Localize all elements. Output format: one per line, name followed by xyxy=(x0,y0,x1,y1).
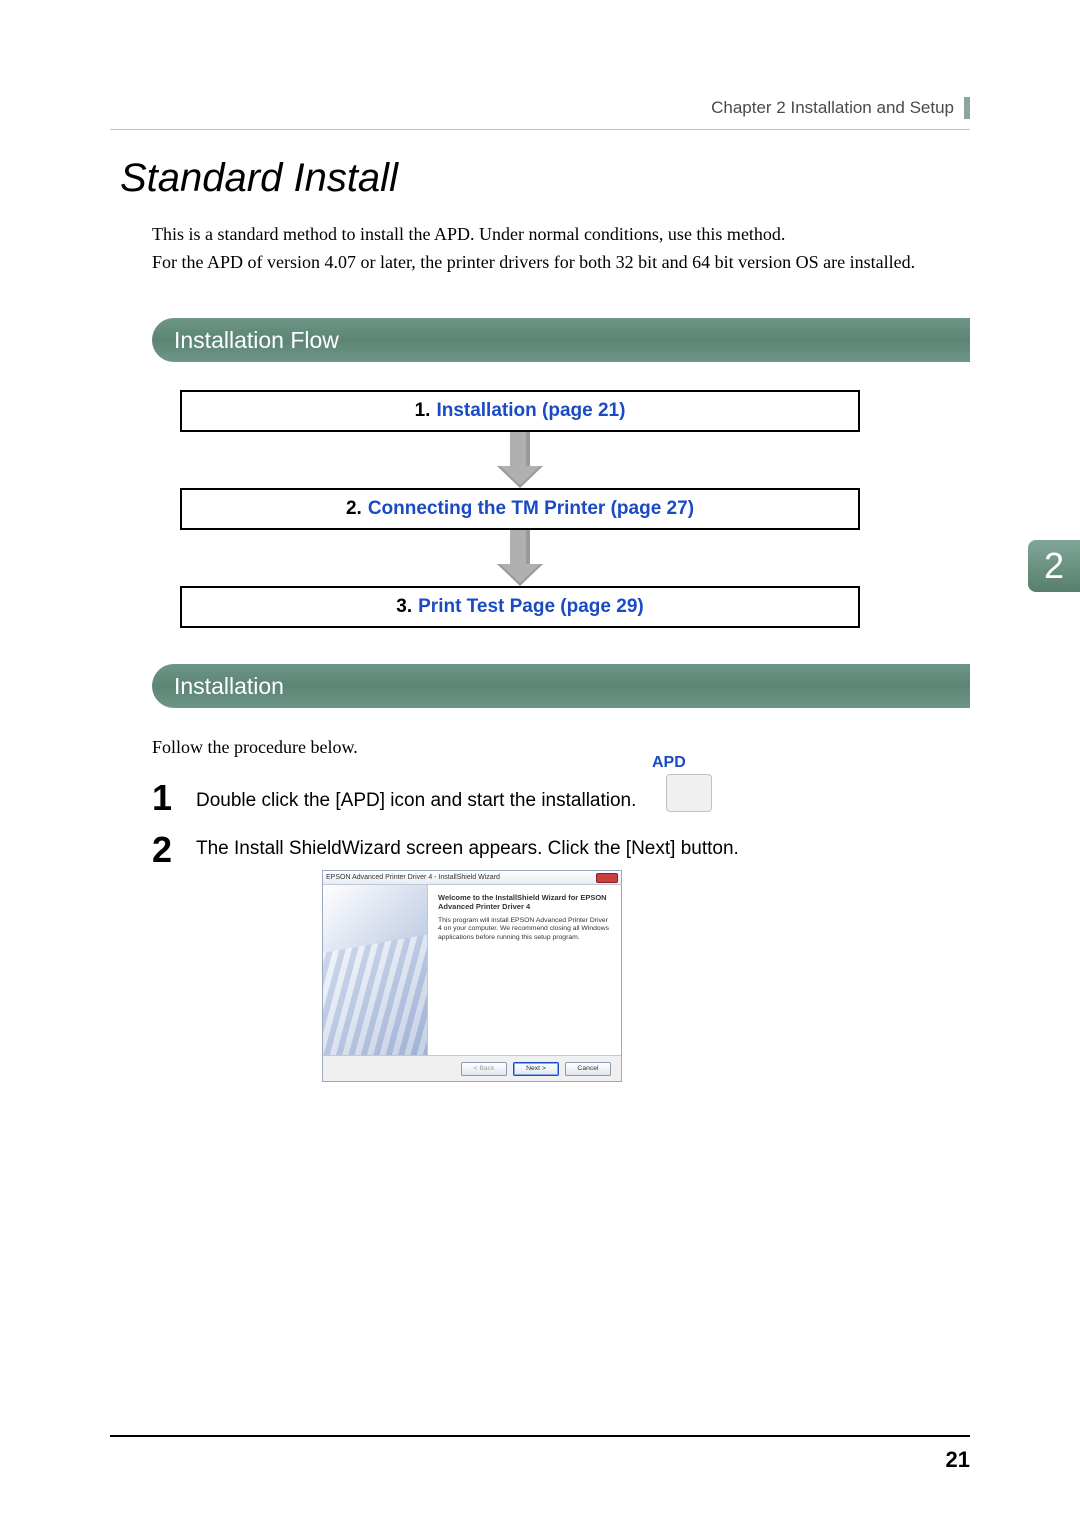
dialog-footer: < Back Next > Cancel xyxy=(323,1055,621,1081)
printer-icon xyxy=(666,774,712,812)
dialog-welcome-text: This program will install EPSON Advanced… xyxy=(438,917,611,942)
chapter-tab: 2 xyxy=(1028,540,1080,592)
next-button[interactable]: Next > xyxy=(513,1062,559,1076)
chapter-label: Chapter 2 Installation and Setup xyxy=(711,98,954,118)
flow-step-1[interactable]: 1. Installation (page 21) xyxy=(180,390,860,432)
intro-paragraph: This is a standard method to install the… xyxy=(152,220,970,276)
flow-step-1-num: 1. xyxy=(415,400,431,422)
close-icon[interactable] xyxy=(596,873,618,883)
section-heading-2-text: Installation xyxy=(174,673,284,700)
apd-icon-label: APD xyxy=(652,754,686,772)
header-accent-bar xyxy=(964,97,970,119)
flow-step-2-num: 2. xyxy=(346,498,362,520)
flow-step-3-link[interactable]: Print Test Page (page 29) xyxy=(418,596,644,618)
procedure-step-2: 2 The Install ShieldWizard screen appear… xyxy=(152,832,970,868)
intro-line-2: For the APD of version 4.07 or later, th… xyxy=(152,248,970,276)
flow-step-3-num: 3. xyxy=(396,596,412,618)
dialog-content: Welcome to the InstallShield Wizard for … xyxy=(428,885,621,1055)
page-header: Chapter 2 Installation and Setup xyxy=(711,97,970,119)
page-number: 21 xyxy=(946,1447,970,1473)
intro-line-1: This is a standard method to install the… xyxy=(152,220,970,248)
step-1-number: 1 xyxy=(152,780,182,816)
dialog-title-text: EPSON Advanced Printer Driver 4 - Instal… xyxy=(326,874,500,881)
step-2-number: 2 xyxy=(152,832,182,868)
dialog-banner-image xyxy=(323,885,428,1055)
chapter-tab-number: 2 xyxy=(1044,545,1064,587)
section-heading-1-text: Installation Flow xyxy=(174,327,339,354)
step-2-text: The Install ShieldWizard screen appears.… xyxy=(196,832,739,860)
back-button: < Back xyxy=(461,1062,507,1076)
document-page: Chapter 2 Installation and Setup Standar… xyxy=(0,0,1080,1527)
dialog-body: Welcome to the InstallShield Wizard for … xyxy=(323,885,621,1055)
step-1-text: Double click the [APD] icon and start th… xyxy=(196,784,636,812)
page-title: Standard Install xyxy=(120,156,398,201)
flow-step-1-link[interactable]: Installation (page 21) xyxy=(436,400,625,422)
follow-procedure-text: Follow the procedure below. xyxy=(152,737,358,758)
dialog-titlebar: EPSON Advanced Printer Driver 4 - Instal… xyxy=(323,871,621,885)
down-arrow-icon xyxy=(497,530,543,586)
flow-step-2-link[interactable]: Connecting the TM Printer (page 27) xyxy=(368,498,694,520)
apd-installer-icon: APD xyxy=(648,756,712,812)
dialog-welcome-title: Welcome to the InstallShield Wizard for … xyxy=(438,893,611,911)
footer-divider xyxy=(110,1435,970,1437)
flow-step-3[interactable]: 3. Print Test Page (page 29) xyxy=(180,586,860,628)
procedure-step-1: 1 Double click the [APD] icon and start … xyxy=(152,780,970,816)
cancel-button[interactable]: Cancel xyxy=(565,1062,611,1076)
installshield-dialog-screenshot: EPSON Advanced Printer Driver 4 - Instal… xyxy=(322,870,622,1082)
header-divider xyxy=(110,129,970,130)
flow-step-2[interactable]: 2. Connecting the TM Printer (page 27) xyxy=(180,488,860,530)
section-heading-installation-flow: Installation Flow xyxy=(152,318,970,362)
flow-diagram: 1. Installation (page 21) 2. Connecting … xyxy=(180,390,860,628)
section-heading-installation: Installation xyxy=(152,664,970,708)
down-arrow-icon xyxy=(497,432,543,488)
